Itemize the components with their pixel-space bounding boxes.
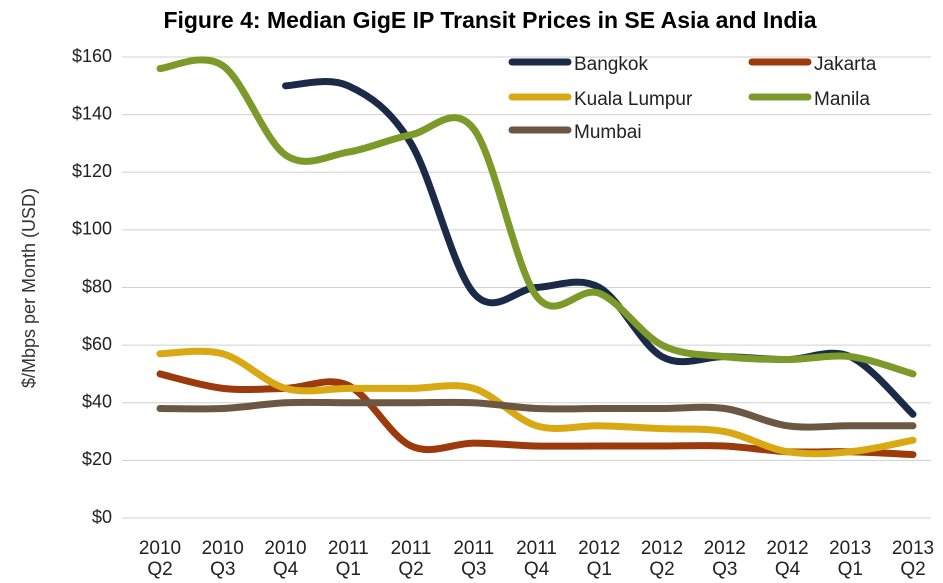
x-tick-label: 2012 Q2 [640, 538, 684, 580]
x-tick-label: 2011 Q2 [390, 538, 432, 580]
y-tick-label: $0 [92, 507, 112, 527]
y-tick-label: $80 [82, 276, 112, 296]
x-tick-label: 2013 Q1 [829, 538, 872, 580]
x-tick-label: 2012 Q3 [703, 538, 746, 580]
x-tick-label: 2011 Q1 [327, 538, 369, 580]
x-tick-label: 2012 Q4 [766, 538, 809, 580]
y-tick-label: $20 [82, 449, 112, 469]
legend-label: Bangkok [574, 54, 648, 75]
y-tick-label: $60 [82, 334, 112, 354]
y-tick-label: $140 [72, 103, 112, 123]
x-tick-label: 2010 Q3 [201, 538, 244, 580]
legend-label: Jakarta [814, 54, 877, 75]
y-tick-label: $100 [72, 219, 112, 239]
legend-label: Kuala Lumpur [574, 89, 693, 110]
x-tick-label: 2010 Q2 [138, 538, 182, 580]
x-tick-label: 2013 Q2 [891, 538, 935, 580]
x-tick-label: 2012 Q1 [578, 538, 621, 580]
chart-title: Figure 4: Median GigE IP Transit Prices … [163, 7, 816, 33]
legend-label: Manila [814, 89, 870, 110]
series-line [156, 347, 917, 458]
series-line [156, 398, 917, 431]
legend-label: Mumbai [574, 122, 642, 143]
x-tick-label: 2010 Q4 [264, 538, 307, 580]
series-line [156, 56, 917, 378]
y-tick-label: $40 [82, 392, 112, 412]
y-tick-label: $160 [72, 46, 112, 66]
y-axis-label: $/Mbps per Month (USD) [19, 188, 39, 388]
y-tick-label: $120 [72, 161, 112, 181]
x-tick-label: 2011 Q4 [516, 538, 557, 580]
x-tick-label: 2011 Q3 [453, 538, 495, 580]
